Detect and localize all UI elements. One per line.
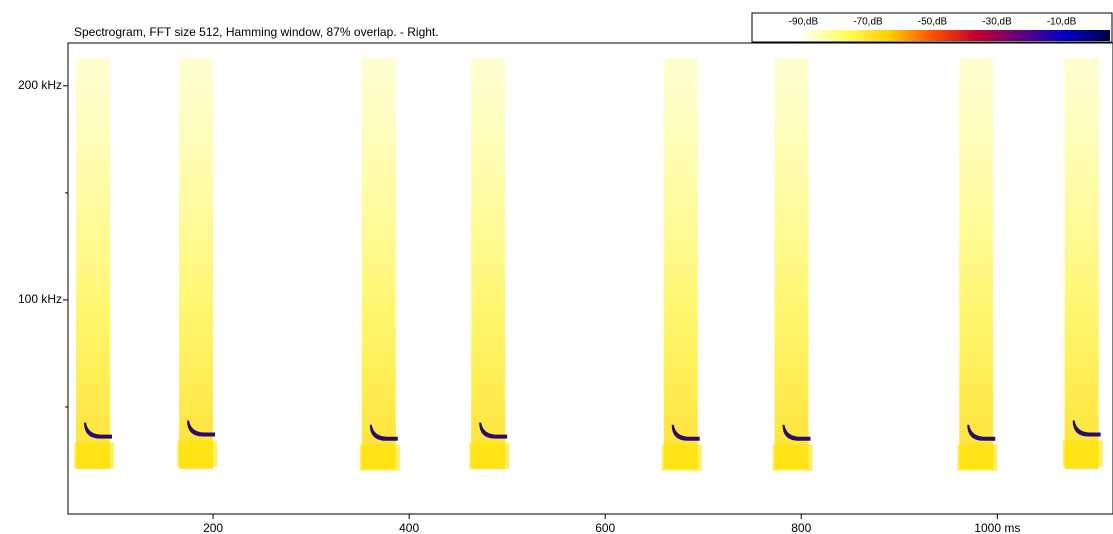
noise-floor [661,444,702,471]
noise-floor [359,444,400,471]
noise-band [1064,58,1099,469]
x-tick-label: 600 [595,521,615,534]
call [782,424,811,441]
colorbar-label: -70,dB [853,17,883,28]
call [187,420,216,437]
noise-floor [1062,440,1103,467]
noise-band [76,58,111,469]
call [369,424,398,441]
noise-floor [177,440,218,467]
noise-band [471,58,506,469]
x-tick-label: 800 [791,521,811,534]
colorbar-label: -50,dB [918,17,948,28]
call [84,422,113,439]
noise-floor [469,442,510,469]
plot-area [67,42,1113,515]
x-tick-label: 200 [203,521,223,534]
colorbar-gradient [755,30,1110,41]
x-tick-label: 400 [399,521,419,534]
x-tick-label: 1000 ms [974,521,1020,534]
noise-floor [74,442,115,469]
colorbar-label: -90,dB [789,17,819,28]
y-tick-label: 100 kHz [18,292,62,306]
call [671,424,700,441]
call [479,422,508,439]
call [1072,420,1101,437]
colorbar-label: -10,dB [1047,17,1077,28]
noise-band [774,58,809,469]
noise-band [663,58,698,469]
chart-title: Spectrogram, FFT size 512, Hamming windo… [74,25,439,39]
call [967,424,996,441]
noise-floor [957,444,998,471]
noise-band [959,58,994,469]
noise-band [179,58,214,469]
y-tick-label: 200 kHz [18,78,62,92]
noise-floor [772,444,813,471]
noise-band [361,58,396,469]
colorbar-label: -30,dB [982,17,1012,28]
